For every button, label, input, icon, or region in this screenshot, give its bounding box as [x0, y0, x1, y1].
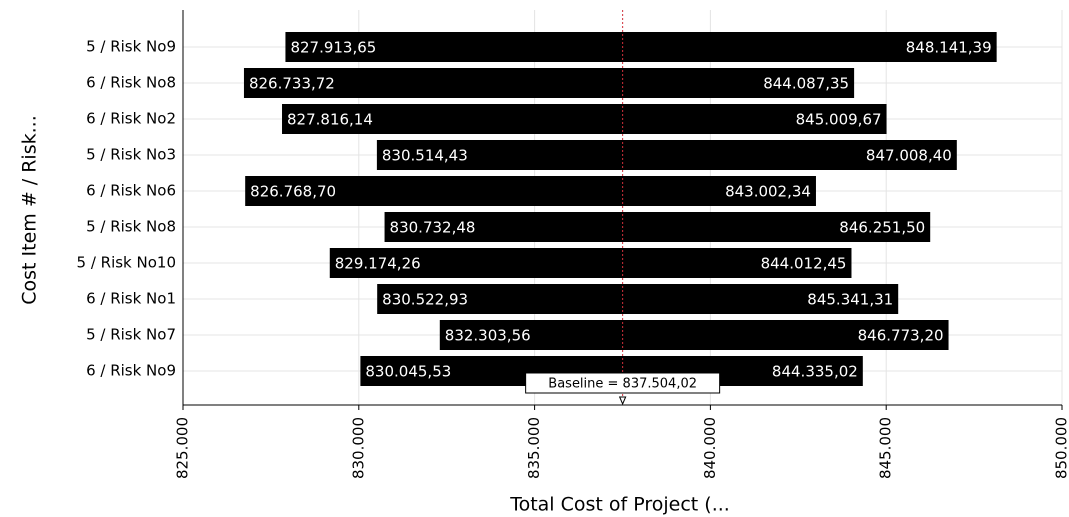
x-tick-label: 835.000 — [525, 417, 543, 479]
low-label: 830.732,48 — [390, 219, 476, 237]
y-tick-label: 5 / Risk No8 — [86, 218, 176, 236]
bar — [285, 32, 997, 62]
y-tick-label: 5 / Risk No3 — [86, 146, 176, 164]
high-label: 844.335,02 — [772, 363, 858, 381]
high-label: 848.141,39 — [906, 39, 992, 57]
baseline-label: Baseline = 837.504,02 — [548, 377, 697, 392]
low-label: 827.816,14 — [287, 111, 373, 129]
bar — [243, 68, 855, 98]
bar — [377, 284, 899, 314]
low-label: 829.174,26 — [335, 255, 421, 273]
high-label: 845.341,31 — [807, 291, 893, 309]
bar — [282, 104, 887, 134]
low-label: 832.303,56 — [445, 327, 531, 345]
bar — [329, 248, 852, 278]
x-axis-title: Total Cost of Project (... — [509, 494, 730, 516]
bar — [384, 212, 931, 242]
y-tick-label: 5 / Risk No7 — [86, 326, 176, 344]
low-label: 827.913,65 — [290, 39, 376, 57]
x-tick-label: 845.000 — [877, 417, 895, 479]
baseline-box — [525, 372, 721, 394]
bar — [245, 176, 816, 206]
bar — [376, 140, 957, 170]
low-label: 830.522,93 — [382, 291, 468, 309]
y-tick-label: 5 / Risk No10 — [77, 254, 176, 272]
bar — [439, 320, 949, 350]
y-axis-title: Cost Item # / Risk... — [19, 115, 41, 304]
low-label: 826.768,70 — [250, 183, 336, 201]
y-tick-label: 6 / Risk No9 — [86, 362, 176, 380]
x-tick-label: 825.000 — [174, 417, 192, 479]
x-tick-label: 840.000 — [701, 417, 719, 479]
y-tick-label: 6 / Risk No2 — [86, 110, 176, 128]
y-tick-label: 5 / Risk No9 — [86, 38, 176, 56]
low-label: 826.733,72 — [249, 75, 335, 93]
high-label: 847.008,40 — [866, 147, 952, 165]
low-label: 830.045,53 — [365, 363, 451, 381]
high-label: 844.087,35 — [763, 75, 849, 93]
x-tick-label: 850.000 — [1053, 417, 1069, 479]
high-label: 846.773,20 — [858, 327, 944, 345]
high-label: 843.002,34 — [725, 183, 811, 201]
high-label: 844.012,45 — [761, 255, 847, 273]
y-tick-label: 6 / Risk No1 — [86, 290, 176, 308]
high-label: 845.009,67 — [796, 111, 882, 129]
y-tick-label: 6 / Risk No8 — [86, 74, 176, 92]
baseline-marker — [618, 396, 627, 406]
y-tick-label: 6 / Risk No6 — [86, 182, 176, 200]
high-label: 846.251,50 — [839, 219, 925, 237]
x-tick-label: 830.000 — [349, 417, 367, 479]
low-label: 830.514,43 — [382, 147, 468, 165]
